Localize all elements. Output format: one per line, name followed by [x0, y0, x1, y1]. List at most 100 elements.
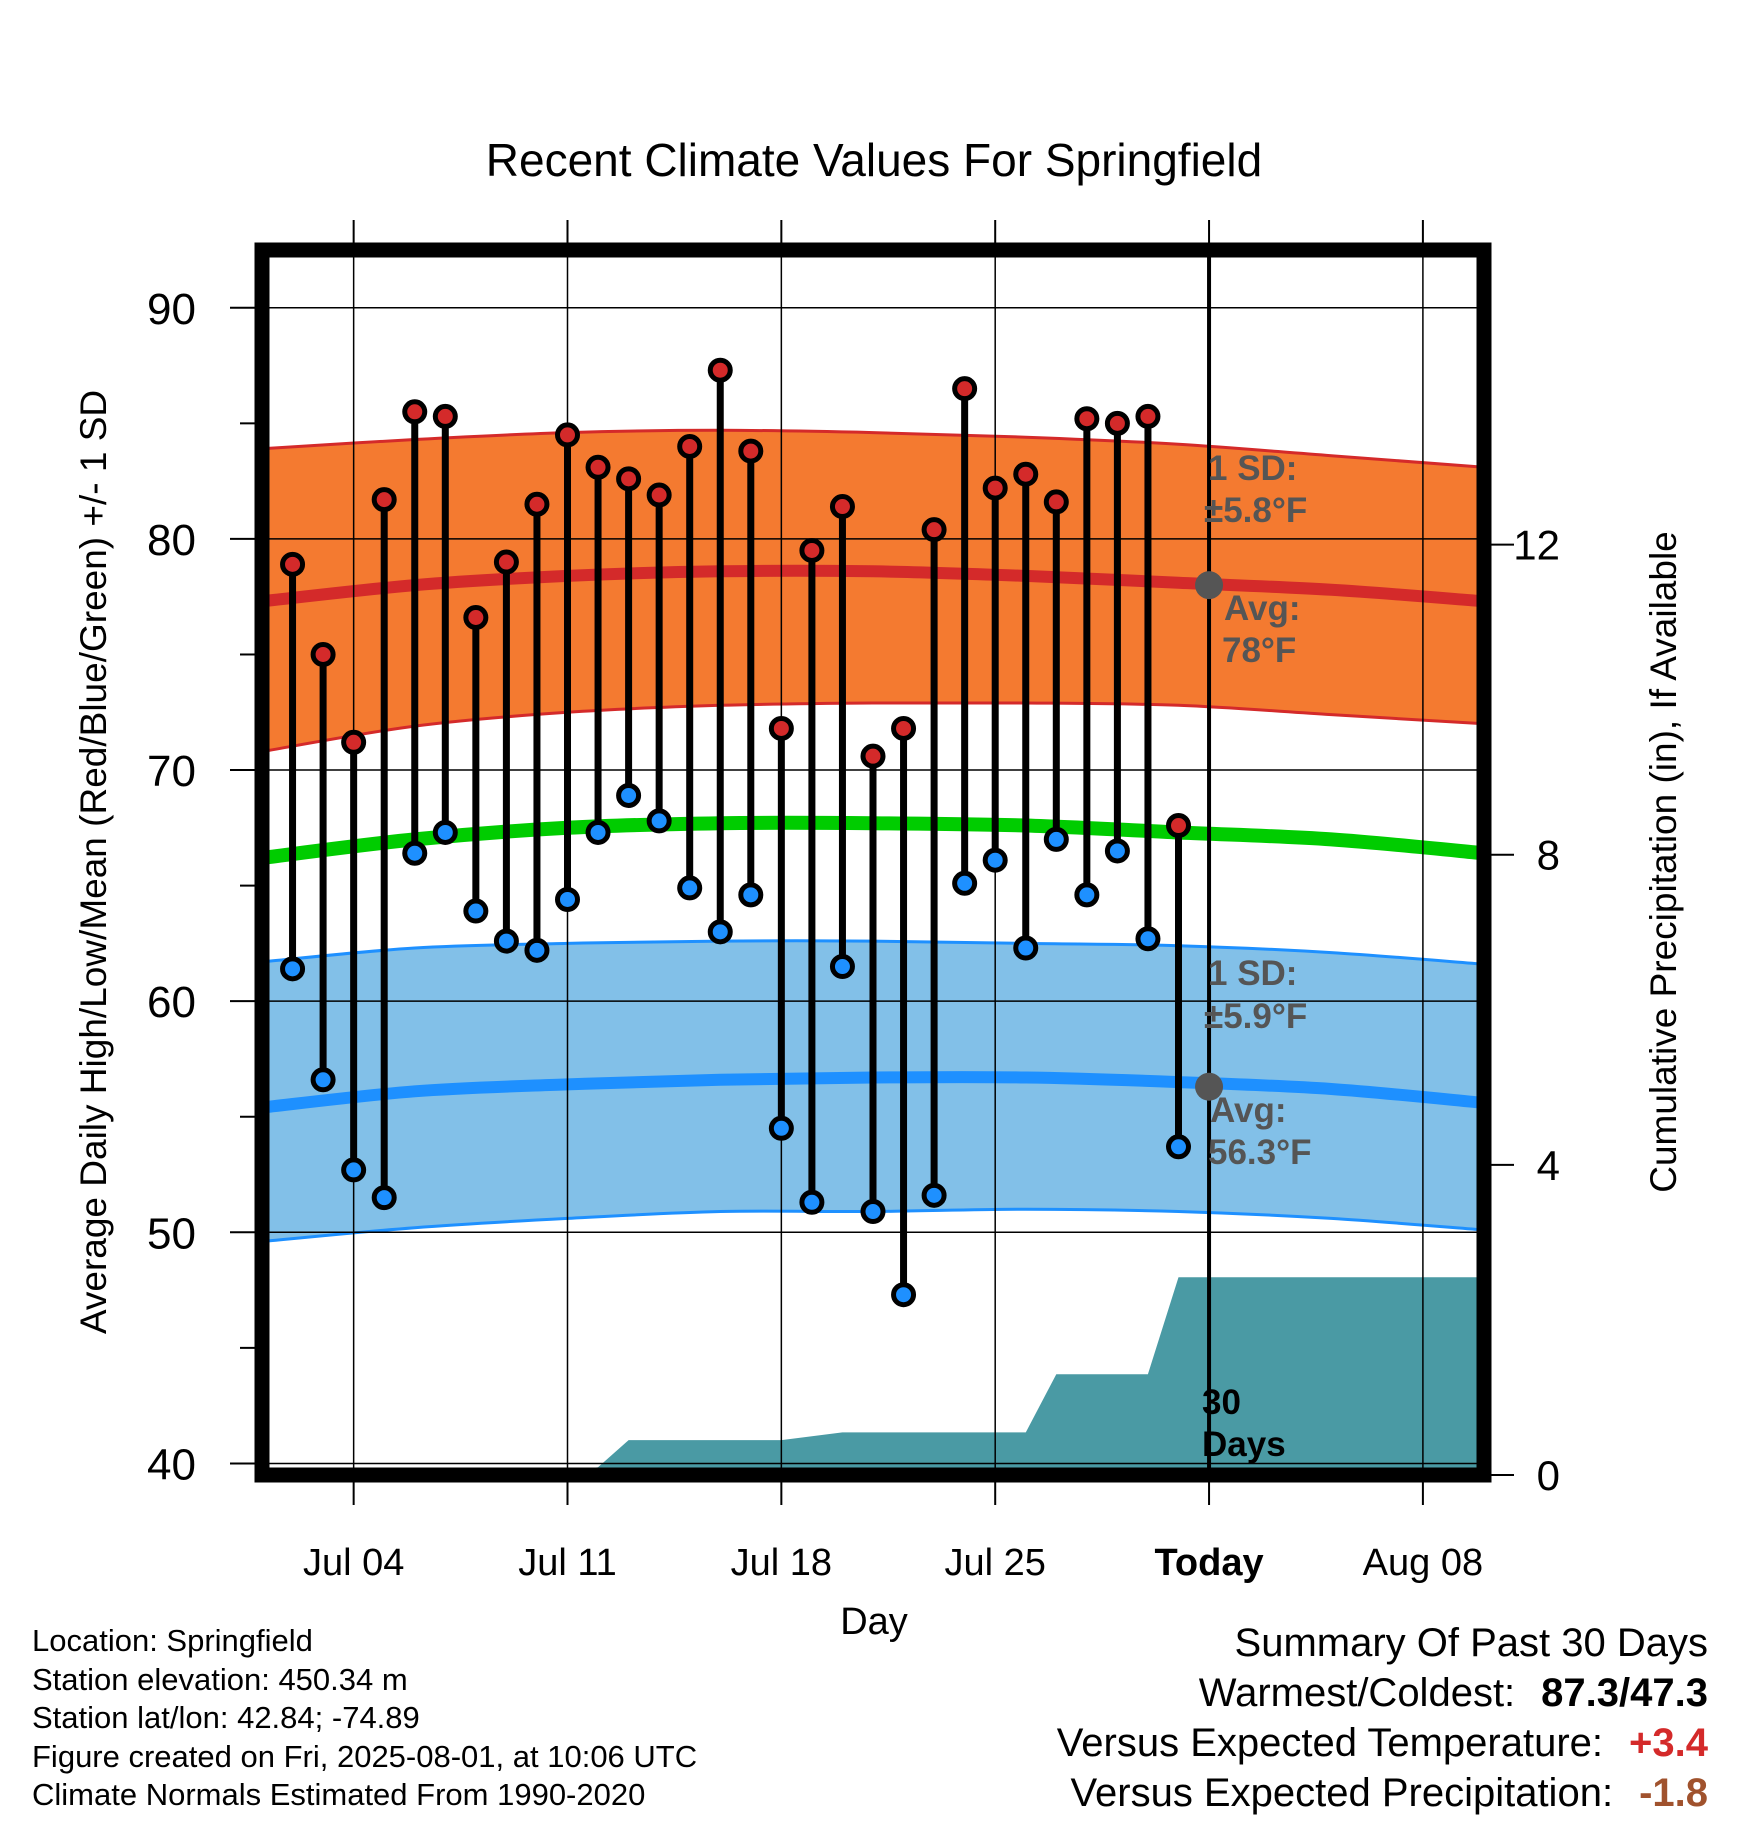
daily-high-point	[677, 433, 703, 459]
daily-low-point	[1013, 935, 1039, 961]
temp-vs-expected-label: Versus Expected Temperature:	[1056, 1721, 1604, 1765]
daily-low-point	[524, 937, 550, 963]
warmest-coldest-value: 87.3/47.3	[1541, 1671, 1708, 1715]
daily-low-point	[860, 1199, 886, 1225]
high-avg-label: Avg:	[1224, 589, 1300, 628]
daily-high-point	[555, 422, 580, 448]
daily-low-point	[616, 782, 642, 808]
station-info: Location: Springfield Station elevation:…	[32, 1622, 697, 1815]
daily-high-point	[829, 494, 855, 520]
daily-high-point	[493, 549, 519, 575]
daily-high-point	[952, 376, 978, 402]
x-tick-label: Jul 18	[731, 1542, 832, 1584]
daily-low-point	[646, 808, 672, 834]
x-tick-label: Aug 08	[1363, 1542, 1483, 1584]
daily-high-point	[799, 537, 825, 563]
temp-vs-expected-row: Versus Expected Temperature: +3.4	[1057, 1718, 1708, 1768]
daily-high-point	[1135, 403, 1161, 429]
y-axis-title: Average Daily High/Low/Mean (Red/Blue/Gr…	[73, 390, 114, 1334]
daily-low-point	[768, 1115, 794, 1141]
daily-low-point	[1074, 882, 1100, 908]
daily-low-point	[799, 1189, 825, 1215]
daily-low-point	[829, 954, 855, 980]
daily-low-point	[738, 882, 764, 908]
daily-high-point	[1043, 489, 1069, 515]
avg-high-line	[262, 564, 1484, 608]
daily-low-point	[555, 886, 580, 912]
summary-panel: Summary Of Past 30 Days Warmest/Coldest:…	[1057, 1618, 1708, 1818]
days-label-1: 30	[1202, 1383, 1241, 1422]
daily-high-point	[921, 517, 947, 543]
y2-tick-label: 0	[1537, 1452, 1560, 1499]
y-tick-label: 80	[147, 516, 196, 565]
daily-low-point	[402, 840, 428, 866]
warmest-coldest-row: Warmest/Coldest: 87.3/47.3	[1057, 1668, 1708, 1718]
latlon-text: Station lat/lon: 42.84; -74.89	[32, 1700, 420, 1735]
daily-low-point	[921, 1182, 947, 1208]
daily-low-point	[677, 875, 703, 901]
daily-high-point	[1104, 410, 1130, 436]
daily-high-point	[1166, 813, 1191, 839]
location-text: Location: Springfield	[32, 1623, 313, 1658]
daily-low-point	[707, 919, 733, 945]
low-avg-value: 56.3°F	[1208, 1133, 1312, 1172]
daily-low-point	[310, 1067, 336, 1093]
y-tick-label: 60	[147, 978, 196, 1027]
daily-high-point	[860, 743, 886, 769]
daily-low-point	[891, 1282, 917, 1308]
daily-low-point	[493, 928, 519, 954]
low-sd-value: ±5.9°F	[1204, 997, 1307, 1036]
daily-high-point	[341, 729, 367, 755]
daily-low-point	[1135, 926, 1161, 952]
y2-tick-label: 4	[1537, 1142, 1560, 1189]
daily-low-point	[1043, 826, 1069, 852]
daily-high-point	[982, 475, 1008, 501]
high-avg-value: 78°F	[1222, 631, 1296, 670]
temp-vs-expected-value: +3.4	[1629, 1721, 1708, 1765]
daily-low-point	[1166, 1134, 1191, 1160]
daily-high-point	[738, 438, 764, 464]
daily-low-point	[371, 1185, 397, 1211]
daily-high-point	[585, 454, 611, 480]
x-tick-label: Jul 11	[518, 1542, 617, 1584]
daily-low-point	[1104, 838, 1130, 864]
precip-vs-expected-label: Versus Expected Precipitation:	[1070, 1771, 1614, 1815]
y2-tick-label: 12	[1513, 522, 1560, 569]
avg-low-marker	[1195, 1072, 1224, 1101]
daily-low-point	[952, 870, 978, 896]
daily-high-point	[891, 715, 917, 741]
daily-low-point	[982, 847, 1008, 873]
chart-title: Recent Climate Values For Springfield	[486, 134, 1262, 186]
daily-high-point	[371, 487, 397, 513]
y2-axis-title: Cumulative Precipitation (in), If Availa…	[1643, 531, 1684, 1193]
plot-frame	[254, 242, 1492, 1483]
y-tick-label: 90	[147, 285, 196, 334]
daily-high-point	[310, 641, 336, 667]
x-tick-label: Jul 25	[944, 1542, 1045, 1584]
low-sd-label: 1 SD:	[1208, 954, 1297, 993]
daily-low-point	[585, 819, 611, 845]
daily-high-point	[616, 466, 642, 492]
daily-low-point	[463, 898, 489, 924]
daily-high-point	[707, 357, 733, 383]
precip-vs-expected-row: Versus Expected Precipitation: -1.8	[1057, 1768, 1708, 1818]
created-text: Figure created on Fri, 2025-08-01, at 10…	[32, 1738, 698, 1774]
daily-high-point	[402, 399, 428, 425]
precip-area	[262, 1277, 1484, 1475]
daily-high-point	[1013, 461, 1039, 487]
daily-high-point	[646, 482, 672, 508]
y-tick-label: 70	[147, 747, 196, 796]
x-tick-label: Jul 04	[303, 1542, 404, 1584]
precip-vs-expected-value: -1.8	[1639, 1771, 1708, 1815]
summary-title: Summary Of Past 30 Days	[1234, 1621, 1708, 1665]
daily-high-point	[768, 715, 794, 741]
x-tick-label: Today	[1155, 1542, 1264, 1584]
daily-low-point	[280, 956, 306, 982]
y-tick-label: 50	[147, 1209, 196, 1258]
daily-low-point	[341, 1157, 367, 1183]
daily-high-point	[463, 605, 489, 630]
daily-high-point	[524, 491, 550, 517]
daily-high-point	[432, 403, 458, 429]
y2-tick-label: 8	[1537, 832, 1560, 879]
